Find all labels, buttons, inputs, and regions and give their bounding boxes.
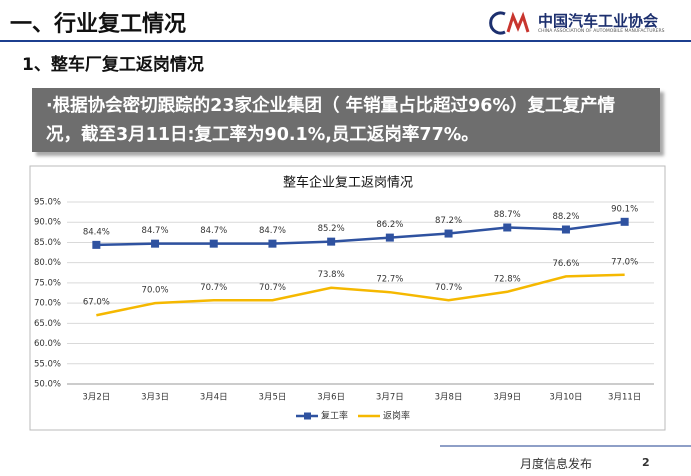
x-tick-label: 3月11日 [608,393,641,403]
logo-mark [489,11,530,35]
data-label: 70.7% [200,283,227,293]
point-marker [503,223,512,232]
point-marker [327,237,336,246]
data-label: 84.7% [259,226,286,236]
x-tick-label: 3月8日 [435,393,463,403]
point-marker [620,217,629,226]
data-label: 73.8% [318,270,345,280]
data-label: 85.2% [318,224,345,234]
x-tick-label: 3月3日 [141,393,169,403]
y-tick-label: 70.0% [34,299,61,309]
legend-label: 复工率 [321,410,348,422]
data-label: 86.2% [376,220,403,230]
point-marker [561,225,570,234]
series-line [96,273,625,317]
x-tick-label: 3月2日 [82,393,110,403]
y-tick-label: 55.0% [34,359,61,369]
x-tick-label: 3月4日 [200,393,228,403]
data-label: 70.7% [435,283,462,293]
page-title: 一、行业复工情况 [10,12,187,37]
point-marker [151,239,160,248]
x-tick-label: 3月7日 [376,393,404,403]
point-marker [209,239,218,248]
data-label: 84.7% [200,226,227,236]
data-label: 88.2% [552,212,579,222]
data-label: 84.7% [142,226,169,236]
data-label: 67.0% [83,298,110,308]
y-tick-label: 80.0% [34,258,61,268]
legend-marker [304,412,311,420]
data-label: 72.8% [494,274,521,284]
series-line [96,220,625,247]
section-title: 1、整车厂复工返岗情况 [22,55,204,75]
logo-text: 中国汽车工业协会 [538,12,659,30]
y-tick-label: 60.0% [34,339,61,349]
data-label: 87.2% [435,216,462,226]
data-label: 72.7% [376,275,403,285]
y-tick-label: 95.0% [34,198,61,208]
data-label: 88.7% [494,210,521,220]
point-marker [385,233,394,242]
point-marker [92,240,101,249]
data-label: 84.4% [83,227,110,237]
y-tick-label: 90.0% [34,218,61,228]
legend-label: 返岗率 [383,410,410,422]
page-number: 2 [642,456,650,469]
y-tick-label: 65.0% [34,319,61,329]
x-tick-label: 3月5日 [259,393,287,403]
footer-label: 月度信息发布 [520,457,593,471]
data-label: 76.6% [552,259,579,269]
point-marker [268,239,277,248]
chart-title: 整车企业复工返岗情况 [283,175,413,191]
y-tick-label: 50.0% [34,380,61,390]
data-label: 70.0% [142,286,169,296]
logo-subtext: CHINA ASSOCIATION OF AUTOMOBILE MANUFACT… [538,29,665,34]
x-tick-label: 3月9日 [493,393,521,403]
chart-frame [29,165,666,431]
data-label: 77.0% [611,257,638,267]
bullet-box: ·根据协会密切跟踪的23家企业集团（ 年销量占比超过96%）复工复产情况，截至3… [32,88,660,152]
x-tick-label: 3月6日 [317,393,345,403]
y-tick-label: 75.0% [34,278,61,288]
x-tick-label: 3月10日 [549,393,582,403]
y-tick-label: 85.0% [34,238,61,248]
point-marker [444,229,453,238]
data-label: 70.7% [259,283,286,293]
data-label: 90.1% [611,204,638,214]
